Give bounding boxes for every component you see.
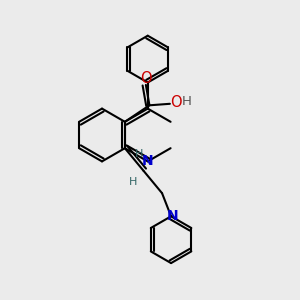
Text: N: N [142,154,154,168]
Text: N: N [167,209,178,223]
Text: O: O [170,95,182,110]
Text: O: O [140,71,152,86]
Text: H: H [129,177,137,187]
Text: H: H [182,95,191,108]
Text: H: H [135,149,143,159]
